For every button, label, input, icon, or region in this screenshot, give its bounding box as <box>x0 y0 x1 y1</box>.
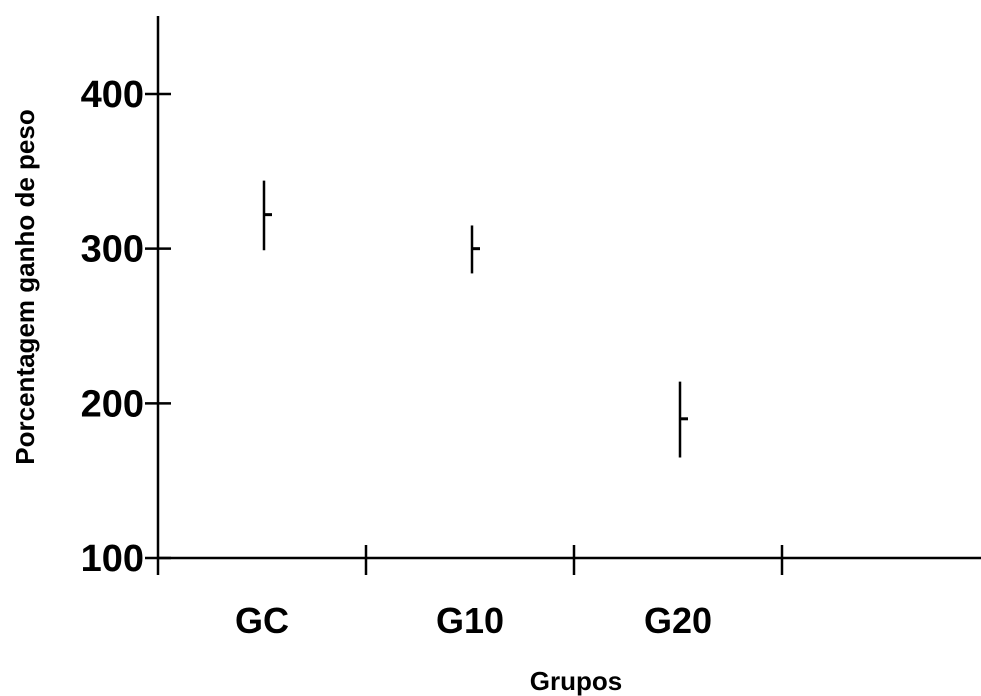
x-axis-title: Grupos <box>530 666 622 696</box>
error-bar-gc <box>262 180 272 251</box>
x-axis: GC G10 G20 <box>156 545 981 641</box>
y-tick-label: 400 <box>81 74 144 116</box>
error-bar-g20 <box>678 381 688 458</box>
error-bars <box>262 180 688 458</box>
y-tick-label: 300 <box>81 229 144 271</box>
y-axis-title: Porcentagem ganho de peso <box>10 109 40 464</box>
x-category-label: GC <box>235 600 289 641</box>
y-tick-label: 200 <box>81 383 144 425</box>
x-category-label: G20 <box>644 600 712 641</box>
y-axis: 100 200 300 400 <box>81 16 171 580</box>
error-bar-g10 <box>470 225 480 274</box>
y-tick-label: 100 <box>81 538 144 580</box>
x-category-label: G10 <box>436 600 504 641</box>
